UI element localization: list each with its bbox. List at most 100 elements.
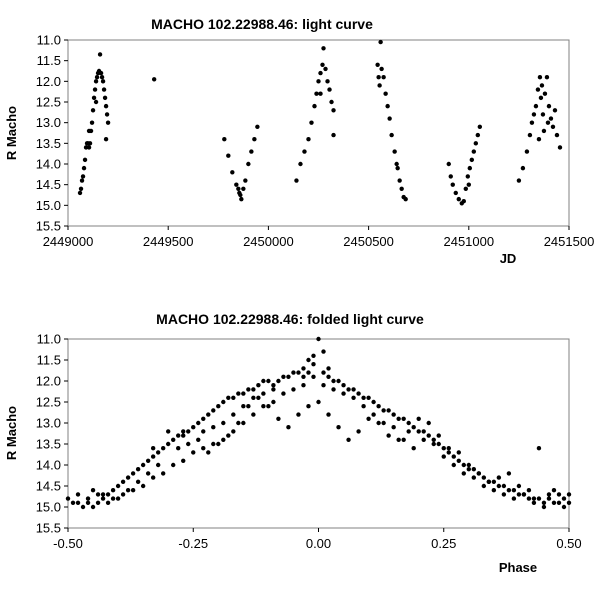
folded-x-tick-label: -0.50	[53, 536, 83, 551]
folded-data-point	[150, 475, 156, 480]
folded-data-point	[546, 492, 552, 497]
folded-data-point	[75, 500, 81, 505]
folded-data-point	[135, 479, 141, 484]
folded-data-point	[70, 500, 76, 505]
folded-data-point	[426, 433, 431, 438]
light-curve-data-point	[399, 186, 404, 191]
folded-data-point	[311, 374, 316, 379]
folded-y-tick-label: 15.5	[36, 521, 61, 536]
folded-data-point	[145, 458, 151, 463]
folded-data-point	[536, 496, 542, 501]
folded-data-point	[321, 383, 326, 388]
folded-data-point	[261, 391, 266, 396]
folded-data-point	[336, 425, 341, 430]
light-curve-data-point	[552, 108, 558, 113]
folded-y-tick-label: 13.0	[36, 416, 61, 431]
light-curve-data-point	[309, 120, 314, 125]
light-curve-data-point	[238, 192, 243, 198]
light-curve-data-point	[471, 149, 477, 154]
folded-data-point	[531, 496, 537, 501]
folded-data-point	[100, 496, 106, 501]
light-curve-data-point	[375, 62, 380, 67]
light-curve-data-point	[527, 132, 533, 138]
folded-data-point	[226, 433, 231, 438]
folded-data-point	[331, 378, 336, 384]
light-curve-data-point	[316, 79, 321, 84]
light-curve-data-point	[239, 196, 244, 202]
light-curve-data-point	[90, 108, 96, 113]
folded-data-point	[516, 483, 522, 489]
folded-data-point	[115, 496, 121, 501]
folded-data-point	[80, 504, 86, 510]
light-curve-data-point	[448, 174, 453, 179]
folded-data-point	[471, 475, 477, 480]
light-curve-data-point	[529, 120, 535, 125]
light-curve-data-point	[102, 95, 108, 101]
light-curve-data-point	[466, 182, 471, 187]
light-curve-data-point	[394, 161, 399, 167]
folded-data-point	[396, 416, 401, 421]
folded-data-point	[366, 416, 371, 421]
folded-data-point	[166, 429, 171, 434]
light-curve-data-point	[236, 186, 241, 191]
folded-data-point	[75, 492, 81, 497]
light-curve-data-point	[467, 165, 473, 171]
folded-data-point	[501, 492, 507, 497]
light-curve-data-point	[446, 161, 451, 167]
light-curve-data-point	[535, 87, 541, 92]
folded-data-point	[391, 412, 396, 417]
light-curve-data-point	[376, 75, 381, 80]
folded-data-point	[561, 504, 567, 510]
light-curve-data-point	[537, 75, 543, 80]
light-curve-data-point	[249, 149, 254, 154]
folded-light-curve-title: MACHO 102.22988.46: folded light curve	[156, 311, 424, 327]
folded-data-point	[406, 429, 411, 434]
folded-data-point	[541, 504, 547, 510]
light-curve-title: MACHO 102.22988.46: light curve	[151, 16, 373, 32]
light-curve-data-point	[77, 190, 83, 196]
folded-data-point	[461, 471, 466, 476]
folded-data-point	[201, 446, 206, 451]
light-curve-data-point	[321, 46, 326, 51]
folded-y-tick-label: 14.5	[36, 479, 61, 494]
light-curve-data-point	[97, 52, 103, 57]
folded-x-tick-label: 0.00	[306, 536, 331, 551]
folded-data-point	[231, 412, 236, 417]
light-curve-data-point	[378, 39, 383, 45]
light-curve-chart: MACHO 102.22988.46: light curve 11.0 11.5…	[4, 16, 594, 266]
folded-data-point	[271, 399, 276, 405]
folded-data-point	[371, 412, 376, 417]
folded-data-point	[456, 458, 461, 463]
light-curve-data-point	[524, 149, 530, 154]
folded-x-tick-label: 0.25	[431, 536, 456, 551]
folded-data-point	[241, 404, 246, 409]
folded-data-point	[206, 450, 211, 455]
light-curve-data-point	[550, 124, 556, 129]
folded-data-point	[351, 395, 356, 400]
folded-x-axis-label: Phase	[499, 560, 537, 575]
folded-y-tick-label: 14.0	[36, 458, 61, 473]
folded-data-point	[221, 420, 226, 426]
light-curve-data-point	[103, 103, 109, 109]
light-curve-data-point	[536, 137, 542, 142]
light-curve-data-point	[294, 178, 299, 183]
folded-data-point	[426, 420, 431, 426]
light-curve-data-point	[545, 120, 551, 125]
folded-data-point	[351, 387, 356, 392]
light-curve-data-point	[89, 120, 95, 125]
folded-data-point	[506, 488, 512, 493]
folded-data-point	[556, 492, 562, 497]
light-curve-data-point	[389, 132, 394, 138]
folded-data-point	[386, 408, 391, 413]
folded-data-point	[236, 420, 241, 426]
folded-data-point	[95, 492, 101, 497]
folded-data-point	[341, 383, 346, 388]
light-curve-x-axis-label: JD	[500, 251, 517, 266]
light-curve-y-tick-label: 14.5	[36, 177, 61, 192]
light-curve-data-point	[234, 182, 239, 187]
folded-data-point	[446, 450, 451, 455]
folded-data-point	[491, 488, 497, 493]
light-curve-y-tick-label: 13.5	[36, 136, 61, 151]
folded-x-tick-label: -0.25	[178, 536, 208, 551]
light-curve-y-tick-label: 11.5	[37, 53, 61, 68]
